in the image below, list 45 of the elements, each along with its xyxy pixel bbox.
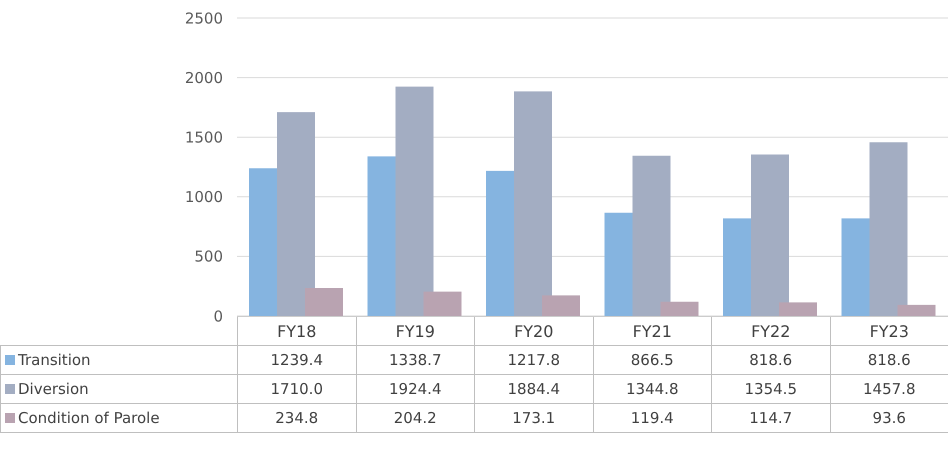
- data-label: 1217.8: [474, 346, 593, 374]
- bar: [542, 295, 580, 316]
- bar: [751, 154, 789, 316]
- legend-label: Diversion: [0, 374, 238, 404]
- bar: [898, 304, 936, 316]
- y-tick-label: 2000: [184, 68, 223, 87]
- bar: [396, 86, 434, 316]
- x-tick-label: FY22: [712, 316, 830, 346]
- y-tick-label: 500: [194, 248, 223, 266]
- data-label: 1354.5: [712, 374, 830, 404]
- data-label: 114.7: [712, 404, 830, 432]
- data-label: 1924.4: [356, 374, 474, 404]
- bar: [305, 288, 343, 316]
- data-label: 1457.8: [830, 374, 948, 404]
- y-tick-label: 0: [213, 307, 223, 326]
- bar: [277, 112, 315, 316]
- data-label: 1338.7: [356, 346, 474, 374]
- data-label: 866.5: [593, 346, 712, 374]
- data-label: 1239.4: [238, 346, 356, 374]
- data-label: 1710.0: [238, 374, 356, 404]
- data-label: 234.8: [238, 404, 356, 432]
- bar: [632, 156, 670, 316]
- data-label: 818.6: [830, 346, 948, 374]
- x-tick-label: FY18: [238, 316, 356, 346]
- bar: [870, 142, 908, 316]
- bar: [424, 292, 462, 316]
- data-label: 93.6: [830, 404, 948, 432]
- data-label: 1344.8: [593, 374, 712, 404]
- legend-label: Transition: [0, 346, 238, 374]
- data-label: 1884.4: [474, 374, 593, 404]
- data-label: 818.6: [712, 346, 830, 374]
- y-tick-label: 1000: [184, 188, 223, 206]
- x-tick-label: FY20: [474, 316, 593, 346]
- bar: [660, 302, 698, 316]
- data-label: 119.4: [593, 404, 712, 432]
- data-label: 204.2: [356, 404, 474, 432]
- x-tick-label: FY21: [593, 316, 712, 346]
- x-tick-label: FY19: [356, 316, 474, 346]
- y-tick-label: 2500: [184, 9, 223, 28]
- legend-label: Condition of Parole: [0, 404, 238, 432]
- y-tick-label: 1500: [184, 128, 223, 147]
- data-label: 173.1: [474, 404, 593, 432]
- bar: [514, 91, 552, 316]
- x-tick-label: FY23: [830, 316, 948, 346]
- bar: [779, 302, 817, 316]
